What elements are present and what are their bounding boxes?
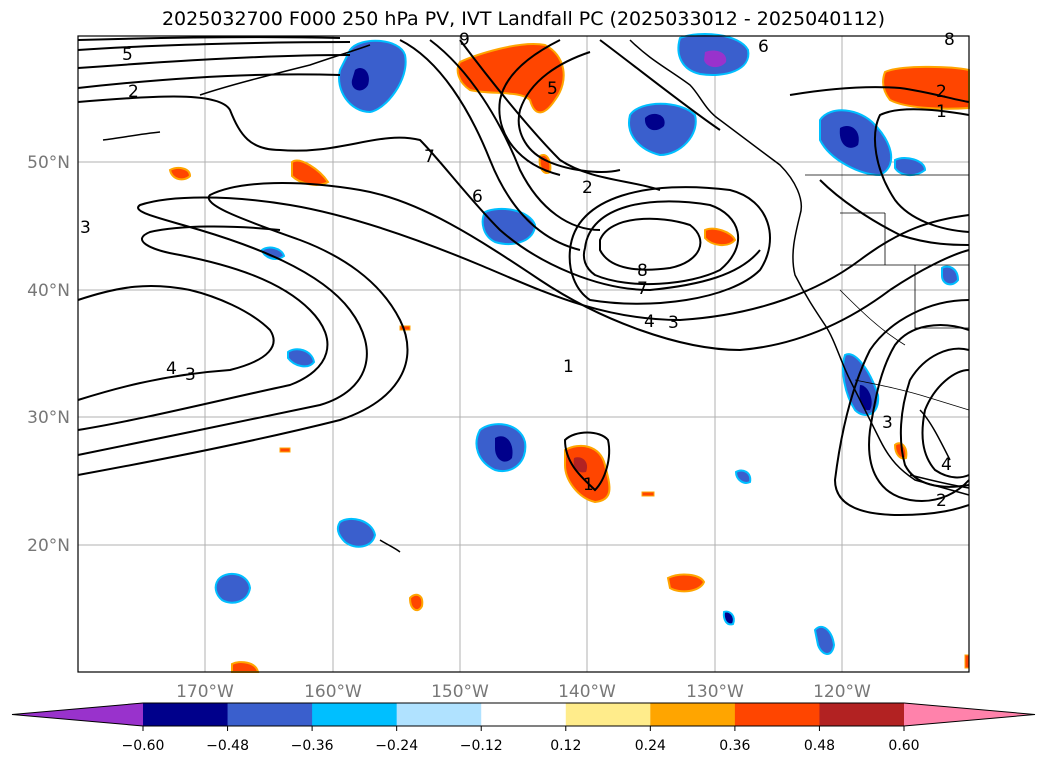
colorbar-tick-label: −0.60 (122, 738, 165, 754)
contour-lines (77, 36, 970, 517)
pv-shading (168, 33, 970, 673)
lat-label: 20°N (27, 536, 70, 556)
lon-label: 140°W (558, 682, 616, 702)
coastlines (102, 39, 970, 553)
contour-label: 9 (459, 30, 470, 50)
contour-label: 1 (936, 102, 947, 122)
map-frame (77, 35, 970, 673)
map-panel: 5 2 7 6 5 2 8 7 4 3 1 6 2 1 4 3 3 1 4 2 … (77, 30, 970, 673)
lon-label: 150°W (431, 682, 489, 702)
contour-label: 2 (128, 82, 139, 102)
contour-label: 3 (185, 365, 196, 385)
map-title: 2025032700 F000 250 hPa PV, IVT Landfall… (161, 8, 886, 30)
colorbar-tick-label: −0.48 (206, 738, 249, 754)
contour-label: 3 (882, 413, 893, 433)
colorbar-segment (734, 703, 820, 726)
contour-label: 5 (547, 79, 558, 99)
colorbar-segment (143, 703, 229, 726)
lat-label: 30°N (27, 408, 70, 428)
lon-axis-labels: 170°W 160°W 150°W 140°W 130°W 120°W (176, 682, 871, 702)
colorbar-segment (819, 703, 905, 726)
contour-label: 3 (80, 218, 91, 238)
contour-label: 2 (936, 491, 947, 511)
colorbar-segment (312, 703, 398, 726)
colorbar-segment (227, 703, 313, 726)
colorbar-segment (650, 703, 736, 726)
contour-label: 5 (122, 45, 133, 65)
colorbar-tick-label: 0.12 (550, 738, 581, 754)
contour-label: 8 (637, 261, 648, 281)
contour-label: 7 (637, 279, 648, 299)
colorbar-segment (481, 703, 567, 726)
contour-label: 7 (424, 147, 435, 167)
colorbar: −0.60 −0.48 −0.36 −0.24 −0.12 0.12 0.24 0.36 0.4… (11, 702, 1036, 754)
colorbar-tick-label: −0.24 (375, 738, 418, 754)
contour-label: 2 (582, 178, 593, 198)
colorbar-tick-label: 0.24 (635, 738, 666, 754)
colorbar-tick-label: 0.48 (804, 738, 835, 754)
contour-label: 1 (563, 357, 574, 377)
contour-label: 1 (583, 475, 594, 495)
contour-label: 4 (166, 359, 177, 379)
contour-label: 6 (758, 37, 769, 57)
contour-label: 8 (944, 30, 955, 50)
colorbar-tick-label: −0.12 (460, 738, 503, 754)
colorbar-tick-label: 0.60 (888, 738, 919, 754)
contour-label: 4 (941, 455, 952, 475)
lat-label: 40°N (27, 281, 70, 301)
colorbar-extend-min (12, 703, 143, 726)
contour-label: 6 (472, 187, 483, 207)
borders (805, 174, 970, 411)
colorbar-extend-max (904, 703, 1035, 726)
colorbar-tick-label: −0.36 (291, 738, 334, 754)
contour-label: 3 (668, 313, 679, 333)
contour-label-group: 5 2 7 6 5 2 8 7 4 3 1 6 2 1 4 3 3 1 4 2 … (80, 30, 955, 511)
colorbar-tick-label: 0.36 (719, 738, 750, 754)
lat-axis-labels: 50°N 40°N 30°N 20°N (27, 153, 70, 556)
lon-label: 120°W (813, 682, 871, 702)
lon-label: 130°W (686, 682, 744, 702)
lat-label: 50°N (27, 153, 70, 173)
colorbar-segment (396, 703, 482, 726)
lon-label: 170°W (176, 682, 234, 702)
gridlines (78, 36, 969, 672)
contour-label: 2 (936, 82, 947, 102)
lon-label: 160°W (304, 682, 362, 702)
colorbar-segment (565, 703, 651, 726)
contour-label: 4 (644, 312, 655, 332)
